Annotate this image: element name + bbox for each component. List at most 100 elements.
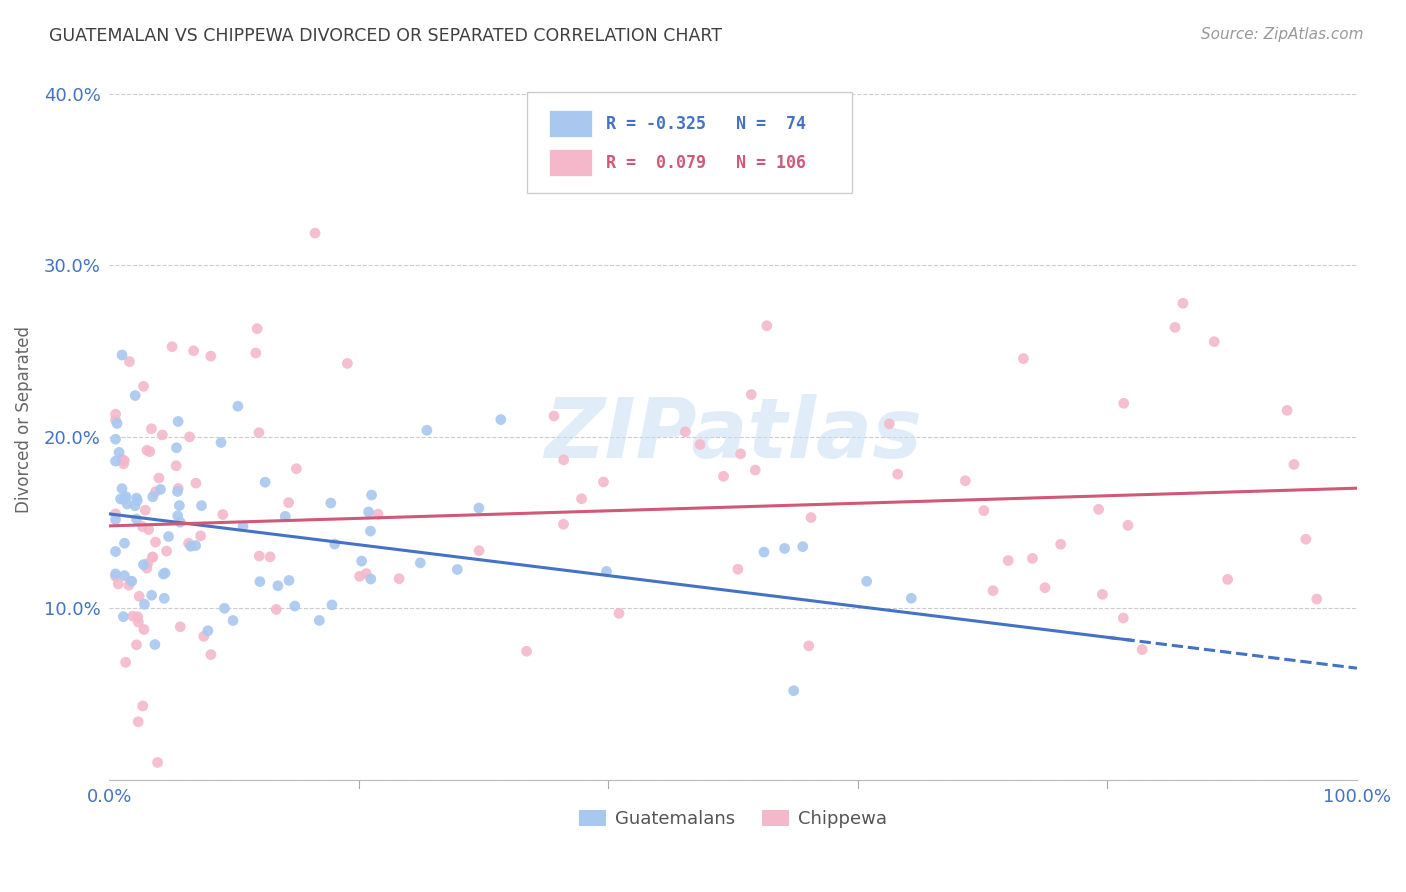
- Point: [141, 588, 163, 602]
- Point: [120, 574, 142, 589]
- Point: [150, 428, 173, 442]
- Point: [142, 490, 165, 504]
- Point: [121, 609, 143, 624]
- Point: [1087, 502, 1109, 516]
- Point: [107, 577, 129, 591]
- Point: [190, 529, 212, 543]
- Legend: Guatemalans, Chippewa: Guatemalans, Chippewa: [572, 803, 894, 836]
- Point: [1204, 334, 1226, 349]
- Point: [773, 541, 796, 556]
- Point: [132, 698, 155, 713]
- Point: [145, 535, 167, 549]
- Point: [886, 467, 908, 482]
- Point: [1306, 592, 1329, 607]
- Point: [104, 512, 127, 526]
- Point: [516, 644, 538, 658]
- Point: [127, 615, 149, 629]
- Point: [141, 550, 163, 565]
- Point: [350, 554, 373, 568]
- Point: [193, 629, 215, 643]
- Point: [160, 340, 183, 354]
- Point: [1112, 611, 1135, 625]
- Point: [1216, 573, 1239, 587]
- Point: [132, 379, 155, 393]
- Point: [543, 409, 565, 423]
- Text: Source: ZipAtlas.com: Source: ZipAtlas.com: [1201, 27, 1364, 42]
- Point: [138, 523, 160, 537]
- Point: [124, 388, 146, 402]
- Point: [104, 454, 127, 468]
- Point: [112, 609, 135, 624]
- Point: [146, 756, 169, 770]
- Point: [111, 348, 134, 362]
- Point: [1275, 403, 1298, 417]
- Point: [131, 519, 153, 533]
- Point: [468, 543, 491, 558]
- Text: R = -0.325   N =  74: R = -0.325 N = 74: [606, 115, 806, 133]
- Point: [247, 549, 270, 563]
- Point: [349, 569, 371, 583]
- Point: [1295, 533, 1317, 547]
- Point: [153, 566, 176, 580]
- Point: [792, 540, 814, 554]
- Point: [104, 569, 127, 583]
- Point: [689, 437, 711, 451]
- Point: [128, 589, 150, 603]
- Point: [1130, 642, 1153, 657]
- Point: [468, 501, 491, 516]
- Point: [157, 529, 180, 543]
- Point: [141, 422, 163, 436]
- Point: [553, 517, 575, 532]
- Point: [367, 507, 389, 521]
- Point: [357, 505, 380, 519]
- Point: [1033, 581, 1056, 595]
- Point: [179, 430, 201, 444]
- Point: [209, 435, 232, 450]
- Point: [125, 512, 148, 526]
- Point: [1091, 587, 1114, 601]
- Point: [121, 574, 143, 589]
- Point: [879, 417, 901, 431]
- Point: [115, 490, 138, 504]
- Point: [184, 476, 207, 491]
- Point: [190, 499, 212, 513]
- Point: [180, 539, 202, 553]
- Point: [112, 453, 135, 467]
- Point: [1116, 518, 1139, 533]
- Point: [104, 566, 127, 581]
- FancyBboxPatch shape: [527, 92, 852, 193]
- Point: [134, 503, 156, 517]
- Point: [166, 484, 188, 499]
- Point: [104, 544, 127, 558]
- Point: [446, 562, 468, 576]
- Point: [197, 624, 219, 638]
- Point: [254, 475, 277, 490]
- Point: [713, 469, 735, 483]
- Point: [1021, 551, 1043, 566]
- Point: [127, 609, 149, 624]
- Point: [125, 638, 148, 652]
- Point: [359, 524, 381, 538]
- Point: [155, 544, 177, 558]
- Point: [167, 414, 190, 428]
- Point: [855, 574, 877, 589]
- Point: [104, 432, 127, 446]
- Point: [553, 453, 575, 467]
- Point: [259, 549, 281, 564]
- Point: [114, 491, 136, 506]
- Point: [981, 583, 1004, 598]
- Point: [319, 496, 342, 510]
- Point: [409, 556, 432, 570]
- Point: [1012, 351, 1035, 366]
- Point: [285, 461, 308, 475]
- Point: [592, 475, 614, 489]
- Point: [740, 387, 762, 401]
- Point: [727, 562, 749, 576]
- Point: [200, 648, 222, 662]
- Point: [360, 488, 382, 502]
- Point: [115, 497, 138, 511]
- Point: [167, 482, 190, 496]
- Point: [125, 491, 148, 505]
- Point: [782, 683, 804, 698]
- Point: [1171, 296, 1194, 310]
